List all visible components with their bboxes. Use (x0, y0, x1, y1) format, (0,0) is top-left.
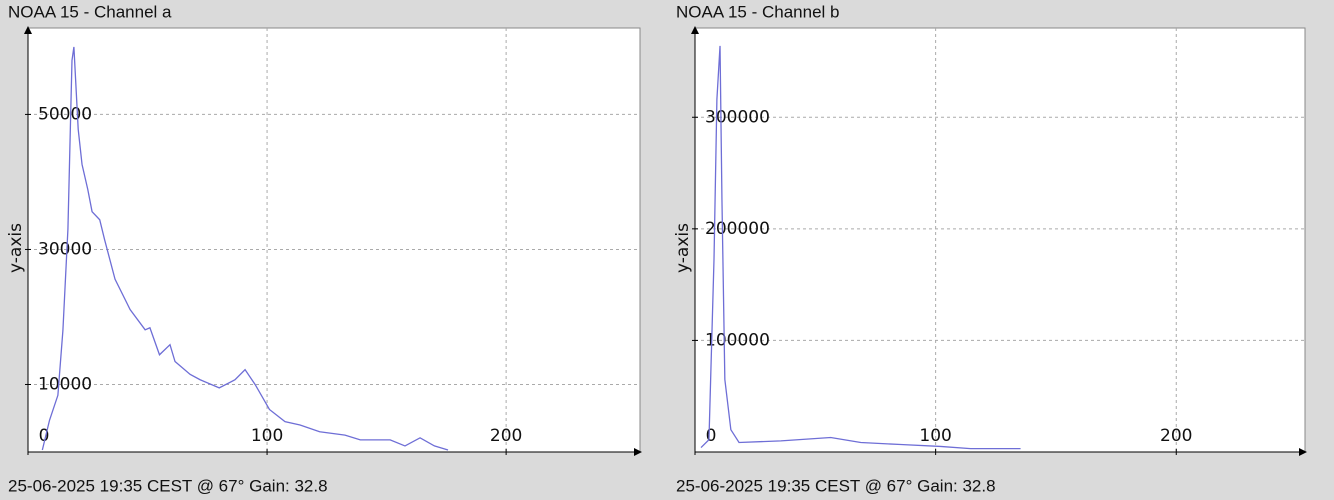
y-tick-label: 100000 (705, 330, 770, 350)
chart-title: NOAA 15 - Channel b (676, 2, 839, 21)
footer: 25-06-2025 19:35 CEST @ 67° Gain: 32.8 (676, 476, 996, 495)
footer: 25-06-2025 19:35 CEST @ 67° Gain: 32.8 (8, 476, 328, 495)
y-tick-label: 300000 (705, 107, 770, 127)
x-tick-label: 0 (39, 426, 50, 446)
histogram-line (700, 45, 1021, 450)
x-tick-label: 100 (919, 426, 951, 446)
x-tick-label: 100 (251, 426, 283, 446)
y-tick-label: 50000 (38, 104, 92, 124)
y-axis-label: y-axis (6, 223, 26, 273)
y-tick-label: 30000 (38, 239, 92, 259)
x-tick-label: 200 (490, 426, 522, 446)
chart-title: NOAA 15 - Channel a (8, 2, 172, 21)
y-tick-label: 10000 (38, 374, 92, 394)
x-tick-label: 200 (1160, 426, 1192, 446)
y-axis-label: y-axis (673, 223, 693, 273)
x-tick-label: 0 (706, 426, 717, 446)
histogram-line (41, 46, 449, 451)
plot-area (27, 27, 641, 453)
y-tick-label: 200000 (705, 219, 770, 239)
plot-area (694, 27, 1306, 453)
